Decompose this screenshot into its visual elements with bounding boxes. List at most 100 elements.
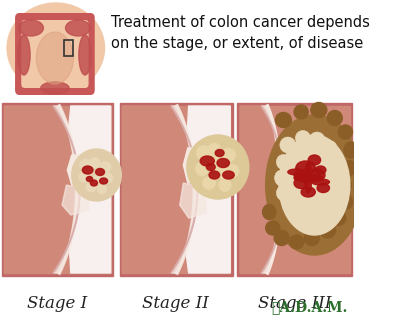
Polygon shape [261, 106, 284, 273]
FancyBboxPatch shape [15, 13, 95, 95]
Ellipse shape [276, 186, 290, 201]
Ellipse shape [94, 174, 103, 184]
Ellipse shape [331, 211, 346, 226]
Ellipse shape [86, 177, 92, 181]
Ellipse shape [206, 164, 215, 171]
Bar [240, 106, 350, 273]
Ellipse shape [187, 135, 249, 199]
Ellipse shape [18, 35, 30, 75]
Text: Treatment of colon cancer depends
on the stage, or extent, of disease: Treatment of colon cancer depends on the… [111, 15, 370, 51]
Ellipse shape [196, 146, 211, 161]
Ellipse shape [330, 155, 344, 170]
Ellipse shape [217, 158, 229, 167]
Bar [4, 106, 111, 273]
Ellipse shape [295, 131, 310, 146]
Ellipse shape [294, 174, 322, 182]
Ellipse shape [301, 187, 315, 197]
Ellipse shape [100, 178, 108, 184]
Ellipse shape [314, 178, 328, 192]
Ellipse shape [79, 172, 90, 182]
Bar [64, 40, 73, 56]
Ellipse shape [279, 135, 350, 235]
FancyBboxPatch shape [21, 20, 88, 88]
Ellipse shape [82, 166, 93, 174]
Ellipse shape [315, 166, 326, 174]
Text: Stage III: Stage III [258, 295, 332, 312]
Ellipse shape [336, 177, 351, 193]
Polygon shape [171, 106, 198, 273]
Ellipse shape [208, 143, 221, 157]
Ellipse shape [327, 110, 342, 125]
Ellipse shape [266, 115, 363, 255]
Ellipse shape [97, 184, 107, 194]
Ellipse shape [7, 3, 104, 93]
Ellipse shape [215, 149, 224, 156]
Ellipse shape [215, 165, 228, 179]
Ellipse shape [290, 235, 304, 249]
Ellipse shape [219, 179, 231, 191]
Polygon shape [65, 106, 111, 273]
Ellipse shape [276, 155, 290, 170]
Text: Stage II: Stage II [142, 295, 209, 312]
Polygon shape [4, 106, 80, 273]
Ellipse shape [304, 230, 319, 245]
Ellipse shape [79, 35, 91, 75]
Ellipse shape [294, 178, 308, 188]
Ellipse shape [262, 204, 276, 220]
Ellipse shape [344, 142, 357, 158]
Polygon shape [182, 106, 230, 273]
Bar [237, 103, 352, 276]
Ellipse shape [266, 221, 280, 235]
Ellipse shape [41, 82, 69, 94]
Ellipse shape [342, 161, 356, 175]
Ellipse shape [210, 157, 222, 169]
Ellipse shape [18, 20, 43, 36]
Ellipse shape [276, 113, 291, 127]
Ellipse shape [320, 222, 336, 238]
Ellipse shape [288, 169, 306, 175]
Ellipse shape [280, 137, 296, 153]
Ellipse shape [311, 196, 327, 212]
Polygon shape [62, 185, 88, 215]
Ellipse shape [294, 105, 308, 119]
Ellipse shape [296, 161, 315, 175]
Ellipse shape [327, 170, 342, 186]
Bar [2, 103, 113, 276]
Ellipse shape [305, 163, 312, 193]
Polygon shape [180, 183, 206, 218]
Ellipse shape [303, 148, 317, 162]
Ellipse shape [312, 179, 330, 185]
Ellipse shape [322, 140, 337, 156]
Polygon shape [53, 106, 80, 273]
Ellipse shape [36, 32, 74, 84]
Ellipse shape [86, 182, 96, 192]
Text: Stage I: Stage I [28, 295, 88, 312]
Ellipse shape [100, 162, 111, 172]
Ellipse shape [309, 169, 325, 181]
Ellipse shape [274, 230, 289, 245]
Ellipse shape [338, 195, 352, 210]
Bar [120, 103, 233, 276]
Ellipse shape [200, 156, 214, 166]
Ellipse shape [308, 155, 320, 165]
Ellipse shape [96, 169, 104, 175]
Ellipse shape [309, 132, 325, 148]
Ellipse shape [90, 180, 98, 186]
Ellipse shape [102, 172, 113, 183]
Ellipse shape [66, 20, 90, 36]
Ellipse shape [311, 102, 327, 117]
Ellipse shape [222, 148, 236, 162]
Ellipse shape [225, 164, 239, 178]
Polygon shape [67, 155, 88, 185]
Polygon shape [122, 106, 198, 273]
Ellipse shape [223, 171, 234, 179]
Ellipse shape [338, 125, 352, 139]
Ellipse shape [285, 196, 300, 212]
Ellipse shape [274, 170, 289, 186]
Ellipse shape [294, 171, 305, 180]
Bar [122, 106, 230, 273]
Ellipse shape [195, 162, 208, 176]
Ellipse shape [72, 149, 121, 201]
Polygon shape [183, 148, 204, 183]
Ellipse shape [317, 183, 330, 193]
